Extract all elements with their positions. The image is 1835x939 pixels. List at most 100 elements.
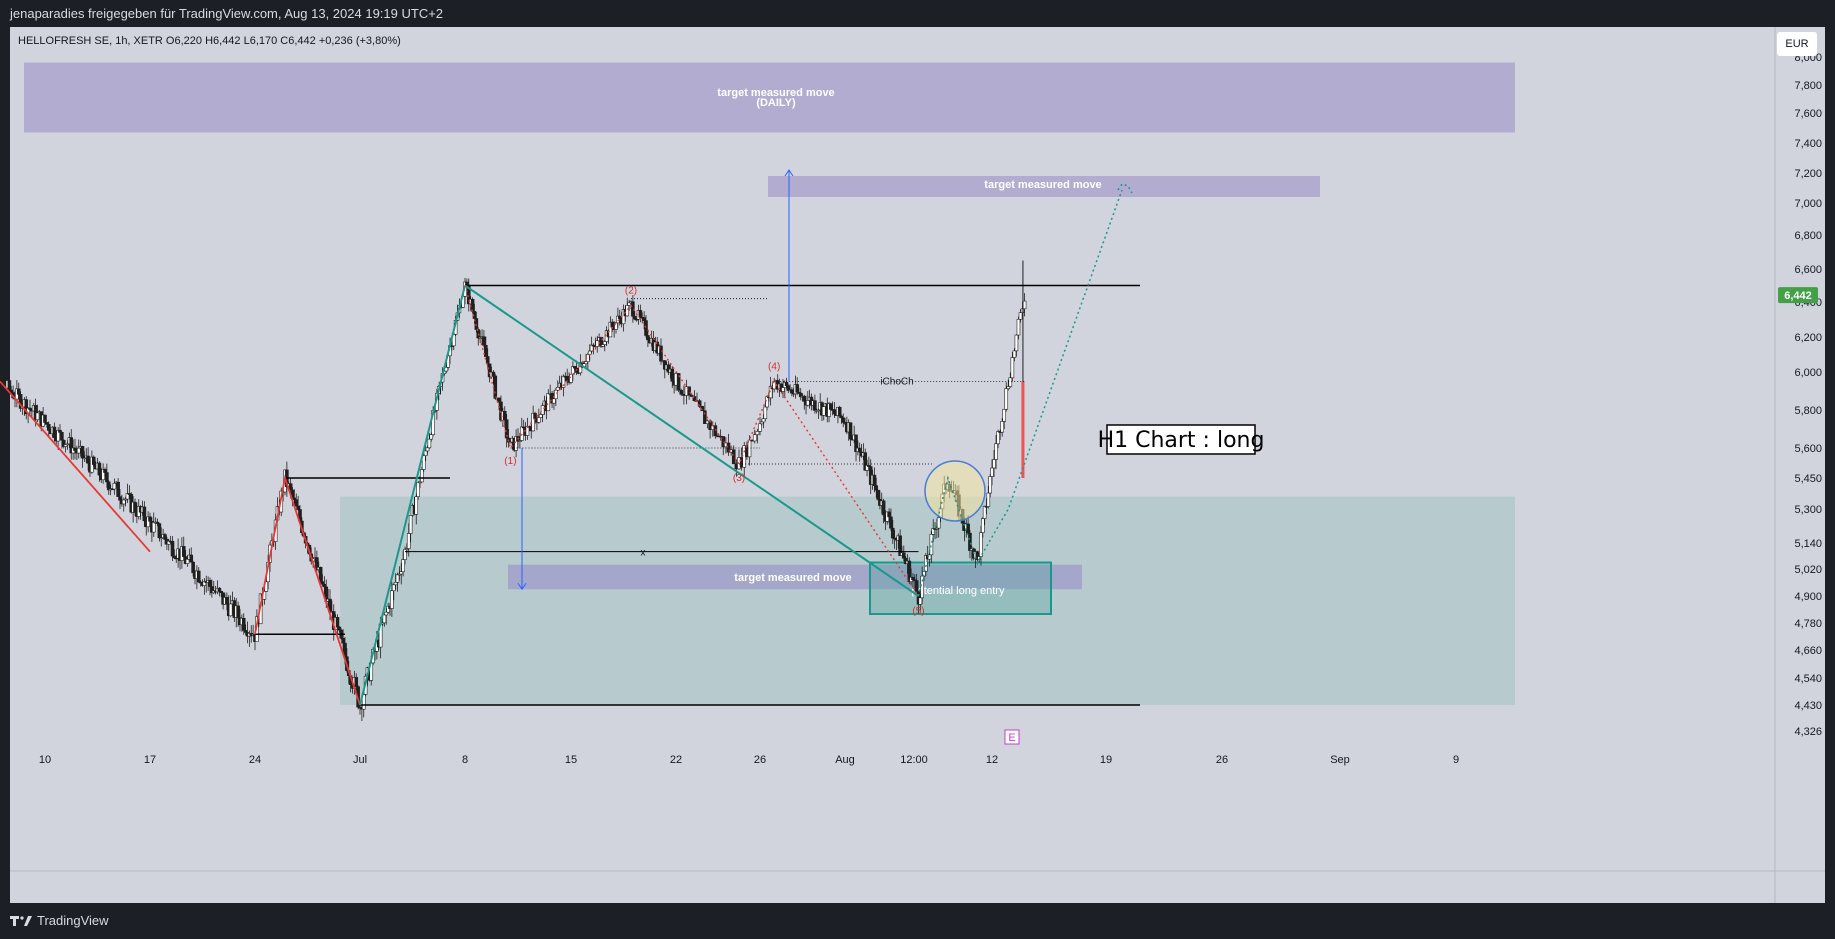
price-tick-label: 5,140 <box>1794 538 1822 550</box>
time-tick-label: 12:00 <box>900 754 928 766</box>
candle-body <box>414 496 419 515</box>
candle-body <box>157 523 162 539</box>
candle-body <box>217 587 222 592</box>
candle-body <box>52 426 57 438</box>
candle-body <box>1008 377 1013 387</box>
candle-body <box>406 533 411 549</box>
candle-body <box>632 315 637 320</box>
candle-body <box>148 516 152 522</box>
candle-body <box>1018 312 1023 320</box>
candle-body <box>0 375 2 381</box>
candle-body <box>393 582 398 586</box>
candle-body <box>966 523 970 534</box>
uptrend-line <box>359 285 466 706</box>
price-tick-label: 7,000 <box>1794 198 1822 210</box>
candle-body <box>91 456 96 465</box>
candle-body <box>755 431 760 436</box>
candle-body <box>228 603 233 617</box>
candle-body <box>837 406 842 417</box>
price-tick-label: 5,600 <box>1794 443 1822 455</box>
candle-body <box>61 439 66 447</box>
candle-body <box>996 431 1000 445</box>
candle-body <box>990 467 994 477</box>
wave-annotations: (1) (2) (3) (4) (5) <box>504 286 924 618</box>
time-tick-label: 26 <box>754 754 766 766</box>
candle-body <box>795 384 799 393</box>
price-tick-label: 4,660 <box>1794 645 1822 657</box>
candle-body <box>133 501 137 513</box>
candle-body <box>121 499 126 505</box>
target-zone-upper[interactable] <box>768 176 1320 197</box>
candle-body <box>889 516 893 529</box>
candle-body <box>391 584 396 592</box>
price-tick-label: 5,020 <box>1794 564 1822 576</box>
wave-label-4: (4) <box>768 362 780 373</box>
candle-body <box>73 447 77 451</box>
wave-label-5: (5) <box>912 606 924 617</box>
candle-body <box>763 406 768 420</box>
candle-body <box>784 382 789 387</box>
candle-body <box>296 505 300 510</box>
candle-body <box>354 677 359 687</box>
target-zone-daily[interactable] <box>24 62 1515 133</box>
projection-target-tip <box>1117 183 1133 194</box>
last-price-label: 6,442 <box>1784 290 1812 302</box>
candle-body <box>7 380 12 391</box>
candle-body <box>747 439 752 458</box>
wave-dotted-path <box>464 285 920 597</box>
candle-body <box>1002 408 1007 422</box>
candle-body <box>112 482 117 490</box>
candle-body <box>337 626 342 631</box>
time-tick-label: Sep <box>1330 754 1350 766</box>
price-axis[interactable]: 8,0007,8007,6007,4007,2007,0006,8006,600… <box>1794 52 1822 738</box>
candle-body <box>584 361 588 365</box>
price-tick-label: 7,400 <box>1794 138 1822 150</box>
wave-label-2: (2) <box>625 286 637 297</box>
candle-body <box>1021 381 1025 478</box>
price-chart[interactable]: target measured move (DAILY) target meas… <box>0 0 1835 903</box>
candle-body <box>493 375 498 399</box>
tradingview-brand: TradingView <box>37 913 109 928</box>
price-tick-label: 7,800 <box>1794 80 1822 92</box>
x-marker-label: x <box>641 548 646 559</box>
candle-body <box>395 574 400 583</box>
candle-body <box>502 411 507 420</box>
candle-body <box>427 438 432 449</box>
price-tick-label: 4,900 <box>1794 591 1822 603</box>
candle-body <box>848 422 853 440</box>
measured-move-arrow-up-head <box>784 169 794 177</box>
candle-body <box>76 447 81 454</box>
candle-body <box>196 570 201 583</box>
potential-long-entry-box[interactable] <box>869 561 1052 615</box>
candle-body <box>979 532 983 557</box>
potential-long-entry-label: potential long entry <box>912 585 1005 597</box>
candle-body <box>986 492 991 507</box>
candle-body <box>97 462 102 476</box>
wave-label-1: (1) <box>504 456 516 467</box>
time-tick-label: 17 <box>144 754 156 766</box>
candle-body <box>86 455 90 464</box>
candle-body <box>142 506 147 522</box>
candle-body <box>341 638 345 644</box>
currency-badge[interactable]: EUR <box>1777 32 1817 56</box>
candle-body <box>670 368 675 382</box>
time-tick-label: 22 <box>670 754 682 766</box>
time-axis[interactable]: 10 17 24 Jul 8 15 22 26 Aug 12:00 12 19 26 Sep 9 <box>39 754 1459 766</box>
candle-body <box>555 387 560 391</box>
candle-body <box>659 345 663 362</box>
demand-zone-teal[interactable] <box>340 496 1515 705</box>
candle-body <box>151 522 156 533</box>
time-tick-label: Aug <box>835 754 855 766</box>
tradingview-logo[interactable]: TradingView <box>10 913 109 928</box>
candle-body <box>918 597 923 605</box>
target-zone-lower-label: target measured move <box>734 572 851 584</box>
candle-body <box>399 571 404 575</box>
candle-body <box>116 481 120 497</box>
candle-body <box>46 424 51 431</box>
candle-body <box>988 476 992 494</box>
measured-move-arrows <box>517 169 794 591</box>
candle-body <box>1000 421 1004 433</box>
consolidation-circle[interactable] <box>924 460 986 522</box>
target-zone-lower[interactable] <box>508 564 1082 590</box>
earnings-event-icon[interactable] <box>1004 729 1020 745</box>
